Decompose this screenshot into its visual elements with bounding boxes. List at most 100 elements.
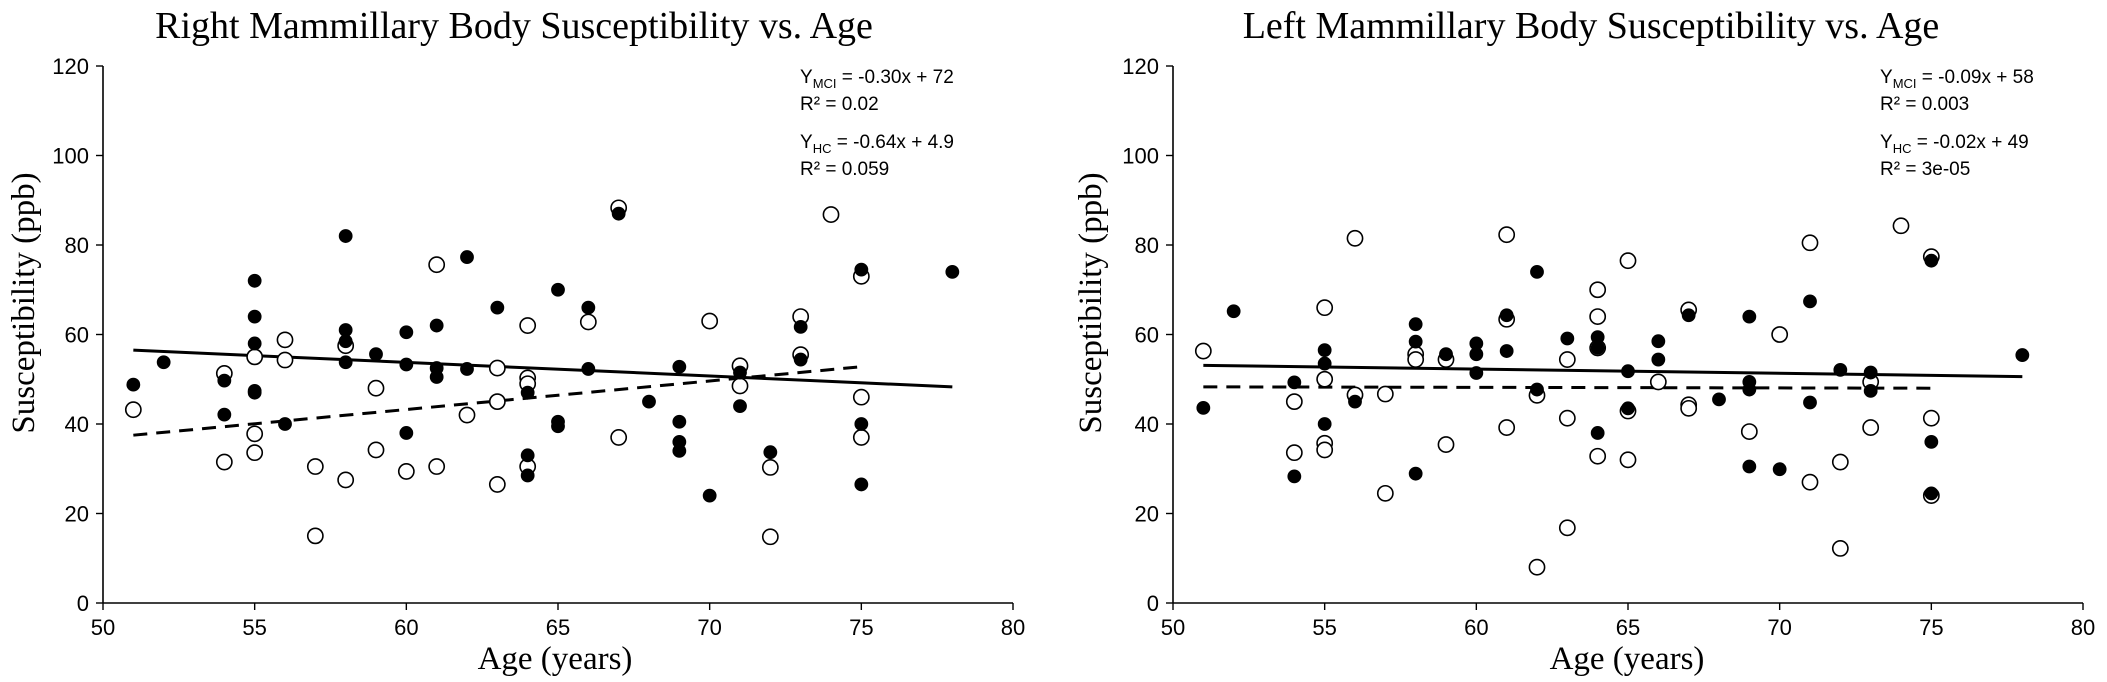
y-tick-label: 60 bbox=[65, 323, 89, 348]
point-mci bbox=[793, 319, 808, 334]
point-hc bbox=[1892, 217, 1910, 235]
point-mci bbox=[338, 229, 353, 243]
point-hc bbox=[852, 388, 870, 406]
point-hc bbox=[610, 429, 628, 446]
point-hc bbox=[1922, 409, 1940, 427]
x-tick-label: 60 bbox=[394, 615, 418, 640]
y-tick-label: 20 bbox=[1135, 502, 1159, 527]
point-mci bbox=[1317, 343, 1332, 358]
y-tick-label: 120 bbox=[52, 54, 89, 79]
hc-r-squared: R² = 0.059 bbox=[800, 159, 889, 180]
point-mci bbox=[1924, 434, 1939, 449]
x-tick-label: 70 bbox=[697, 615, 721, 640]
y-tick-label: 20 bbox=[65, 502, 89, 527]
x-tick-label: 75 bbox=[849, 615, 873, 640]
point-mci bbox=[369, 347, 383, 362]
point-hc bbox=[731, 377, 749, 395]
x-tick-label: 75 bbox=[1919, 615, 1943, 640]
point-mci bbox=[1681, 308, 1696, 323]
point-mci bbox=[1621, 364, 1635, 379]
regression-legend: YMCI = -0.30x + 72 R² = 0.02 YHC = -0.64… bbox=[800, 67, 954, 180]
point-hc bbox=[428, 256, 446, 274]
point-mci bbox=[551, 419, 565, 434]
x-tick-label: 50 bbox=[91, 615, 115, 640]
y-ticks: 0 20 40 60 80 100 120 bbox=[52, 54, 103, 616]
point-mci bbox=[399, 325, 414, 340]
point-hc bbox=[761, 459, 779, 476]
point-mci bbox=[581, 300, 596, 315]
point-mci bbox=[1408, 334, 1423, 349]
point-mci bbox=[642, 394, 656, 409]
point-mci bbox=[733, 399, 747, 413]
regression-legend: YMCI = -0.09x + 58 R² = 0.003 YHC = -0.0… bbox=[1880, 67, 2034, 180]
x-tick-label: 55 bbox=[1312, 615, 1336, 640]
point-hc bbox=[337, 471, 355, 489]
hc-equation: YHC = -0.64x + 4.9 bbox=[800, 132, 954, 156]
point-hc bbox=[367, 379, 385, 397]
point-hc bbox=[276, 351, 294, 369]
point-mci bbox=[1772, 462, 1787, 477]
point-hc bbox=[1589, 281, 1607, 299]
point-mci bbox=[793, 352, 808, 367]
point-mci bbox=[247, 273, 262, 288]
point-mci bbox=[1317, 417, 1332, 431]
point-mci bbox=[490, 300, 505, 315]
point-hc bbox=[1589, 447, 1607, 465]
point-mci bbox=[1317, 356, 1332, 371]
data-points bbox=[124, 199, 960, 546]
y-tick-label: 100 bbox=[1122, 144, 1159, 169]
point-mci bbox=[1742, 459, 1757, 474]
mci-equation: YMCI = -0.09x + 58 bbox=[1880, 67, 2034, 91]
point-mci bbox=[247, 309, 262, 324]
point-hc bbox=[852, 429, 870, 446]
point-mci bbox=[672, 359, 687, 374]
point-mci bbox=[1348, 394, 1362, 409]
point-mci bbox=[1863, 365, 1878, 380]
point-hc bbox=[1649, 373, 1667, 391]
point-hc bbox=[1316, 370, 1334, 388]
point-mci bbox=[399, 426, 414, 440]
point-mci bbox=[854, 477, 869, 492]
point-hc bbox=[246, 348, 264, 366]
point-hc bbox=[1771, 326, 1789, 343]
point-mci bbox=[1499, 308, 1514, 323]
y-tick-label: 40 bbox=[65, 412, 89, 437]
point-mci bbox=[520, 385, 535, 400]
x-tick-label: 70 bbox=[1767, 615, 1791, 640]
point-hc bbox=[1498, 226, 1516, 244]
point-mci bbox=[460, 250, 474, 264]
point-hc bbox=[1528, 558, 1546, 576]
y-tick-label: 80 bbox=[1135, 233, 1159, 258]
point-mci bbox=[1408, 466, 1423, 481]
point-hc bbox=[246, 444, 264, 462]
point-mci bbox=[1226, 304, 1241, 319]
point-hc bbox=[1740, 423, 1758, 441]
point-hc bbox=[1498, 419, 1516, 436]
right-mammillary-chart: Right Mammillary Body Susceptibility vs.… bbox=[6, 5, 1025, 677]
y-tick-label: 0 bbox=[1147, 591, 1159, 616]
point-mci bbox=[1439, 347, 1453, 362]
point-mci bbox=[520, 468, 535, 483]
point-hc bbox=[276, 331, 294, 349]
point-hc bbox=[246, 425, 264, 443]
point-mci bbox=[399, 357, 414, 372]
point-mci bbox=[126, 377, 141, 392]
y-tick-label: 80 bbox=[65, 233, 89, 258]
point-hc bbox=[1558, 351, 1576, 368]
point-hc bbox=[1316, 441, 1334, 459]
x-tick-label: 80 bbox=[2071, 615, 2095, 640]
x-tick-label: 60 bbox=[1464, 615, 1488, 640]
point-mci bbox=[733, 365, 747, 380]
point-hc bbox=[306, 527, 324, 545]
point-mci bbox=[1499, 344, 1514, 358]
y-tick-label: 40 bbox=[1135, 412, 1159, 437]
data-points bbox=[1194, 217, 2030, 576]
mci-equation: YMCI = -0.30x + 72 bbox=[800, 67, 954, 91]
point-mci bbox=[611, 206, 626, 221]
y-tick-label: 120 bbox=[1122, 54, 1159, 79]
point-hc bbox=[488, 359, 506, 377]
point-mci bbox=[1833, 362, 1848, 377]
point-hc bbox=[306, 458, 324, 475]
point-mci bbox=[1196, 400, 1211, 415]
